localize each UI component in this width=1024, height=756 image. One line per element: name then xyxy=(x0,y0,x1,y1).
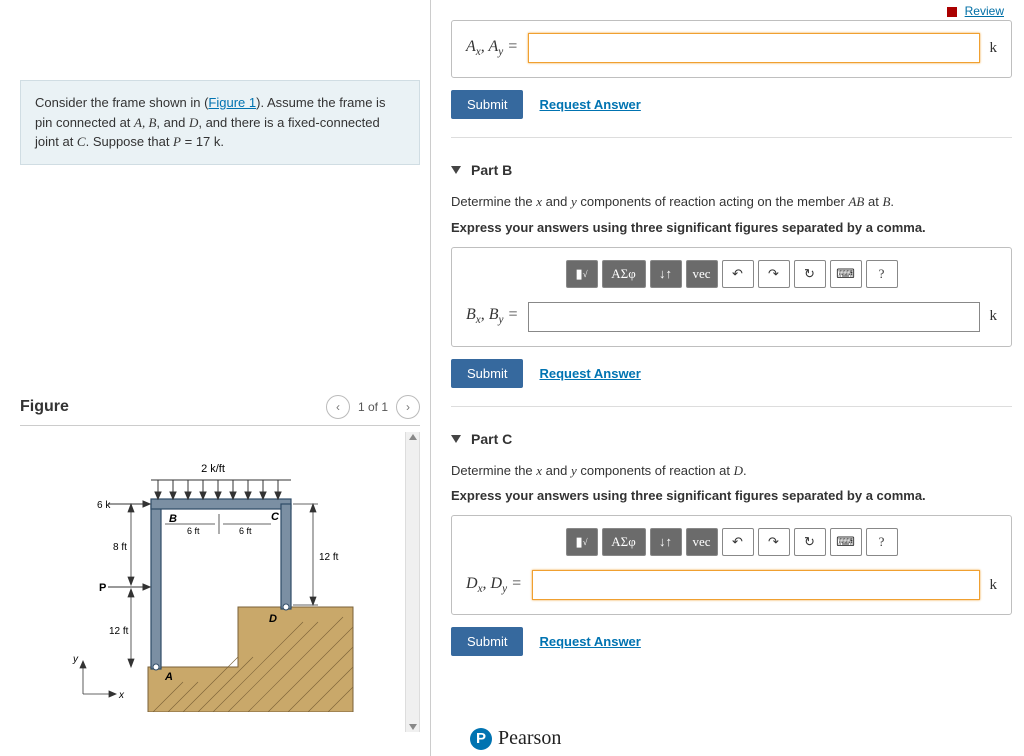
svg-text:A: A xyxy=(164,671,173,683)
request-answer-c[interactable]: Request Answer xyxy=(539,634,640,649)
part-c-desc: Determine the x and y components of reac… xyxy=(451,461,1012,481)
figure-scrollbar[interactable] xyxy=(405,432,419,732)
vec-button[interactable]: vec xyxy=(686,528,718,556)
svg-text:6 ft: 6 ft xyxy=(187,526,200,536)
part-a: Ax, Ay = k Submit Request Answer xyxy=(451,20,1012,138)
part-b-instr: Express your answers using three signifi… xyxy=(451,220,1012,235)
redo-button[interactable]: ↷ xyxy=(758,528,790,556)
svg-text:6 k: 6 k xyxy=(97,500,111,511)
collapse-icon[interactable] xyxy=(451,166,461,174)
review-link[interactable]: Review xyxy=(965,4,1004,18)
help-button[interactable]: ? xyxy=(866,260,898,288)
svg-text:8 ft: 8 ft xyxy=(113,542,127,553)
svg-text:B: B xyxy=(169,513,177,525)
sub-sup-button[interactable]: ↓↑ xyxy=(650,260,682,288)
svg-text:C: C xyxy=(271,511,280,523)
vec-button[interactable]: vec xyxy=(686,260,718,288)
pearson-logo-icon: P xyxy=(470,728,492,750)
greek-button[interactable]: ΑΣφ xyxy=(602,260,646,288)
figure-header: Figure ‹ 1 of 1 › xyxy=(20,395,420,426)
submit-button-a[interactable]: Submit xyxy=(451,90,523,119)
pearson-name: Pearson xyxy=(498,727,561,750)
part-b: Part B Determine the x and y components … xyxy=(451,162,1012,407)
sub-sup-button[interactable]: ↓↑ xyxy=(650,528,682,556)
answer-input-b[interactable] xyxy=(528,302,979,332)
request-answer-a[interactable]: Request Answer xyxy=(539,97,640,112)
greek-button[interactable]: ΑΣφ xyxy=(602,528,646,556)
request-answer-b[interactable]: Request Answer xyxy=(539,366,640,381)
answer-label-b: Bx, By = xyxy=(466,306,518,326)
part-c-instr: Express your answers using three signifi… xyxy=(451,488,1012,503)
answer-unit-b: k xyxy=(990,308,998,325)
axes xyxy=(80,661,116,697)
svg-text:2 k/ft: 2 k/ft xyxy=(201,463,225,475)
figure-next-button[interactable]: › xyxy=(396,395,420,419)
reset-button[interactable]: ↻ xyxy=(794,528,826,556)
answer-unit-c: k xyxy=(990,577,998,594)
svg-text:D: D xyxy=(269,613,277,625)
undo-button[interactable]: ↶ xyxy=(722,260,754,288)
flag-icon xyxy=(947,7,957,17)
pearson-footer: P Pearson xyxy=(470,727,561,750)
side-load-6k xyxy=(108,501,150,507)
keyboard-button[interactable]: ⌨ xyxy=(830,260,862,288)
answer-unit-a: k xyxy=(990,40,998,57)
svg-text:12 ft: 12 ft xyxy=(109,626,129,637)
svg-text:P: P xyxy=(99,582,106,594)
figure-title: Figure xyxy=(20,398,69,416)
undo-button[interactable]: ↶ xyxy=(722,528,754,556)
help-button[interactable]: ? xyxy=(866,528,898,556)
reset-button[interactable]: ↻ xyxy=(794,260,826,288)
svg-text:x: x xyxy=(118,690,125,701)
submit-button-b[interactable]: Submit xyxy=(451,359,523,388)
svg-text:y: y xyxy=(72,654,79,665)
redo-button[interactable]: ↷ xyxy=(758,260,790,288)
side-load-p xyxy=(108,584,150,590)
collapse-icon[interactable] xyxy=(451,435,461,443)
keyboard-button[interactable]: ⌨ xyxy=(830,528,862,556)
problem-text: Consider the frame shown in ( xyxy=(35,95,208,110)
answer-input-c[interactable] xyxy=(532,570,980,600)
submit-button-c[interactable]: Submit xyxy=(451,627,523,656)
answer-label-a: Ax, Ay = xyxy=(466,38,518,58)
problem-statement: Consider the frame shown in (Figure 1). … xyxy=(20,80,420,165)
svg-text:6 ft: 6 ft xyxy=(239,526,252,536)
part-b-desc: Determine the x and y components of reac… xyxy=(451,192,1012,212)
frame-diagram: 2 k/ft 6 k P B C D A xyxy=(53,442,373,712)
figure-link[interactable]: Figure 1 xyxy=(208,95,256,110)
part-c: Part C Determine the x and y components … xyxy=(451,431,1012,657)
distributed-load xyxy=(151,480,291,499)
answer-toolbar-b: ▮√ ΑΣφ ↓↑ vec ↶ ↷ ↻ ⌨ ? xyxy=(466,260,997,288)
svg-text:12 ft: 12 ft xyxy=(319,552,339,563)
figure-panel: 2 k/ft 6 k P B C D A xyxy=(20,432,420,732)
answer-toolbar-c: ▮√ ΑΣφ ↓↑ vec ↶ ↷ ↻ ⌨ ? xyxy=(466,528,997,556)
figure-prev-button[interactable]: ‹ xyxy=(326,395,350,419)
answer-input-a[interactable] xyxy=(528,33,979,63)
templates-button[interactable]: ▮√ xyxy=(566,528,598,556)
answer-label-c: Dx, Dy = xyxy=(466,575,522,595)
part-b-title: Part B xyxy=(471,162,512,178)
part-c-title: Part C xyxy=(471,431,512,447)
figure-counter: 1 of 1 xyxy=(358,400,388,414)
templates-button[interactable]: ▮√ xyxy=(566,260,598,288)
